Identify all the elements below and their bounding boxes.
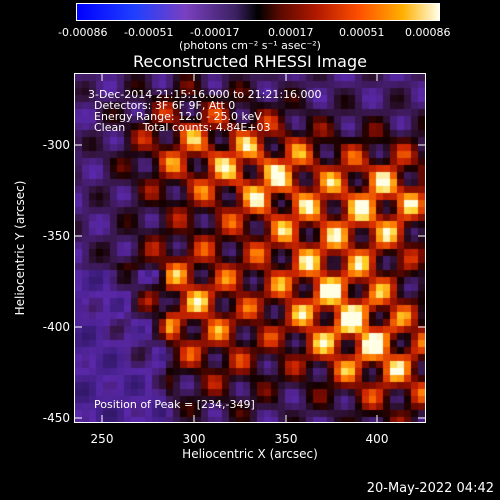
colorbar-unit: (photons cm⁻² s⁻¹ asec⁻²) (179, 39, 321, 52)
x-tick-label: 400 (365, 432, 389, 446)
info-time-range: 3-Dec-2014 21:15:16.000 to 21:21:16.000 (88, 88, 322, 101)
info-total-counts: Clean Total counts: 4.84E+03 (94, 121, 271, 134)
y-axis-label: Heliocentric Y (arcsec) (13, 180, 27, 316)
info-energy-range: Energy Range: 12.0 - 25.0 keV (94, 110, 262, 123)
colorbar (76, 3, 440, 21)
x-axis-label: Heliocentric X (arcsec) (182, 447, 318, 461)
colorbar-tick: 0.00017 (268, 26, 314, 39)
x-tick-label: 350 (274, 432, 298, 446)
flux-heatmap (75, 74, 425, 422)
y-tick-label: -300 (42, 138, 70, 152)
colorbar-tick: 0.00051 (339, 26, 385, 39)
colorbar-tick: -0.00017 (190, 26, 240, 39)
x-tick-label: 250 (90, 432, 114, 446)
x-tick-label: 300 (182, 432, 206, 446)
y-tick-label: -450 (42, 411, 70, 425)
timestamp: 20-May-2022 04:42 (366, 481, 494, 496)
y-tick-label: -350 (42, 229, 70, 243)
colorbar-tick: -0.00051 (124, 26, 174, 39)
y-tick-label: -400 (42, 320, 70, 334)
info-peak-position: Position of Peak = [234,-349] (94, 398, 255, 411)
image-title: Reconstructed RHESSI Image (133, 52, 367, 71)
info-detectors: Detectors: 3F 6F 9F, Att 0 (94, 99, 236, 112)
colorbar-tick: 0.00086 (405, 26, 451, 39)
colorbar-tick: -0.00086 (58, 26, 108, 39)
image-plot: 3-Dec-2014 21:15:16.000 to 21:21:16.000 … (74, 73, 426, 423)
